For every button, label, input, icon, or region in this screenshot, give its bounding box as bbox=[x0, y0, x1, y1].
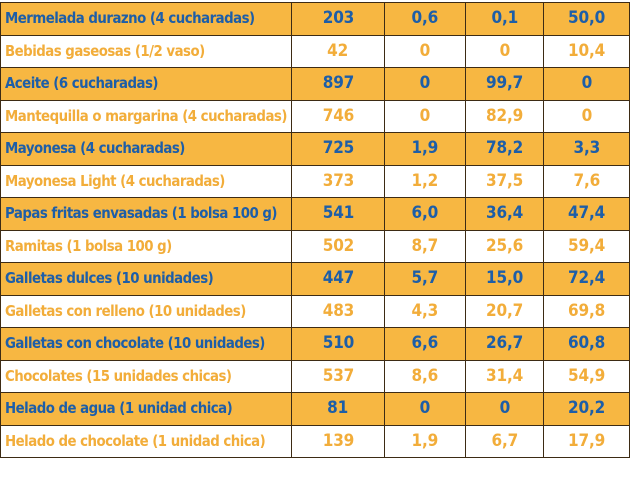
food-name-cell: Mantequilla o margarina (4 cucharadas) bbox=[0, 99, 292, 133]
table-row: Galletas con relleno (10 unidades) 483 4… bbox=[0, 294, 630, 328]
kcal-cell: 541 bbox=[291, 197, 385, 231]
food-name-cell: Helado de chocolate (1 unidad chica) bbox=[0, 424, 292, 458]
carbs-cell: 0 bbox=[543, 99, 630, 133]
carbs-cell: 60,8 bbox=[543, 327, 630, 361]
table-row: Aceite (6 cucharadas) 897 0 99,7 0 bbox=[0, 67, 630, 101]
fat-cell: 99,7 bbox=[465, 67, 544, 101]
protein-cell: 8,7 bbox=[384, 229, 466, 263]
table-row: Helado de chocolate (1 unidad chica) 139… bbox=[0, 424, 630, 458]
protein-cell: 0,6 bbox=[384, 2, 466, 36]
protein-cell: 1,2 bbox=[384, 164, 466, 198]
table-row: Mayonesa Light (4 cucharadas) 373 1,2 37… bbox=[0, 164, 630, 198]
kcal-cell: 537 bbox=[291, 359, 385, 393]
food-name-cell: Mayonesa Light (4 cucharadas) bbox=[0, 164, 292, 198]
kcal-cell: 897 bbox=[291, 67, 385, 101]
kcal-cell: 42 bbox=[291, 34, 385, 68]
carbs-cell: 3,3 bbox=[543, 132, 630, 166]
fat-cell: 0 bbox=[465, 392, 544, 426]
food-name-cell: Chocolates (15 unidades chicas) bbox=[0, 359, 292, 393]
carbs-cell: 50,0 bbox=[543, 2, 630, 36]
carbs-cell: 20,2 bbox=[543, 392, 630, 426]
kcal-cell: 502 bbox=[291, 229, 385, 263]
food-name-cell: Papas fritas envasadas (1 bolsa 100 g) bbox=[0, 197, 292, 231]
protein-cell: 4,3 bbox=[384, 294, 466, 328]
fat-cell: 15,0 bbox=[465, 262, 544, 296]
kcal-cell: 483 bbox=[291, 294, 385, 328]
fat-cell: 82,9 bbox=[465, 99, 544, 133]
table-row: Galletas dulces (10 unidades) 447 5,7 15… bbox=[0, 262, 630, 296]
kcal-cell: 725 bbox=[291, 132, 385, 166]
carbs-cell: 17,9 bbox=[543, 424, 630, 458]
carbs-cell: 59,4 bbox=[543, 229, 630, 263]
food-name-cell: Aceite (6 cucharadas) bbox=[0, 67, 292, 101]
kcal-cell: 447 bbox=[291, 262, 385, 296]
protein-cell: 0 bbox=[384, 67, 466, 101]
food-name-cell: Ramitas (1 bolsa 100 g) bbox=[0, 229, 292, 263]
protein-cell: 0 bbox=[384, 99, 466, 133]
carbs-cell: 7,6 bbox=[543, 164, 630, 198]
fat-cell: 78,2 bbox=[465, 132, 544, 166]
fat-cell: 0 bbox=[465, 34, 544, 68]
table-row: Papas fritas envasadas (1 bolsa 100 g) 5… bbox=[0, 197, 630, 231]
nutrition-table: Mermelada durazno (4 cucharadas) 203 0,6… bbox=[0, 2, 630, 458]
carbs-cell: 69,8 bbox=[543, 294, 630, 328]
fat-cell: 31,4 bbox=[465, 359, 544, 393]
carbs-cell: 0 bbox=[543, 67, 630, 101]
fat-cell: 25,6 bbox=[465, 229, 544, 263]
kcal-cell: 139 bbox=[291, 424, 385, 458]
protein-cell: 0 bbox=[384, 392, 466, 426]
protein-cell: 1,9 bbox=[384, 424, 466, 458]
fat-cell: 6,7 bbox=[465, 424, 544, 458]
food-name-cell: Galletas con relleno (10 unidades) bbox=[0, 294, 292, 328]
table-row: Mermelada durazno (4 cucharadas) 203 0,6… bbox=[0, 2, 630, 36]
table-row: Mantequilla o margarina (4 cucharadas) 7… bbox=[0, 99, 630, 133]
kcal-cell: 373 bbox=[291, 164, 385, 198]
kcal-cell: 510 bbox=[291, 327, 385, 361]
table-row: Bebidas gaseosas (1/2 vaso) 42 0 0 10,4 bbox=[0, 34, 630, 68]
protein-cell: 5,7 bbox=[384, 262, 466, 296]
fat-cell: 26,7 bbox=[465, 327, 544, 361]
fat-cell: 37,5 bbox=[465, 164, 544, 198]
food-name-cell: Mayonesa (4 cucharadas) bbox=[0, 132, 292, 166]
protein-cell: 6,6 bbox=[384, 327, 466, 361]
protein-cell: 1,9 bbox=[384, 132, 466, 166]
kcal-cell: 203 bbox=[291, 2, 385, 36]
food-name-cell: Mermelada durazno (4 cucharadas) bbox=[0, 2, 292, 36]
table-row: Galletas con chocolate (10 unidades) 510… bbox=[0, 327, 630, 361]
carbs-cell: 72,4 bbox=[543, 262, 630, 296]
food-name-cell: Galletas con chocolate (10 unidades) bbox=[0, 327, 292, 361]
table-row: Helado de agua (1 unidad chica) 81 0 0 2… bbox=[0, 392, 630, 426]
table-row: Mayonesa (4 cucharadas) 725 1,9 78,2 3,3 bbox=[0, 132, 630, 166]
protein-cell: 8,6 bbox=[384, 359, 466, 393]
carbs-cell: 54,9 bbox=[543, 359, 630, 393]
table-row: Chocolates (15 unidades chicas) 537 8,6 … bbox=[0, 359, 630, 393]
carbs-cell: 47,4 bbox=[543, 197, 630, 231]
protein-cell: 0 bbox=[384, 34, 466, 68]
table-row: Ramitas (1 bolsa 100 g) 502 8,7 25,6 59,… bbox=[0, 229, 630, 263]
food-name-cell: Bebidas gaseosas (1/2 vaso) bbox=[0, 34, 292, 68]
fat-cell: 0,1 bbox=[465, 2, 544, 36]
fat-cell: 20,7 bbox=[465, 294, 544, 328]
fat-cell: 36,4 bbox=[465, 197, 544, 231]
kcal-cell: 746 bbox=[291, 99, 385, 133]
kcal-cell: 81 bbox=[291, 392, 385, 426]
food-name-cell: Galletas dulces (10 unidades) bbox=[0, 262, 292, 296]
carbs-cell: 10,4 bbox=[543, 34, 630, 68]
food-name-cell: Helado de agua (1 unidad chica) bbox=[0, 392, 292, 426]
protein-cell: 6,0 bbox=[384, 197, 466, 231]
